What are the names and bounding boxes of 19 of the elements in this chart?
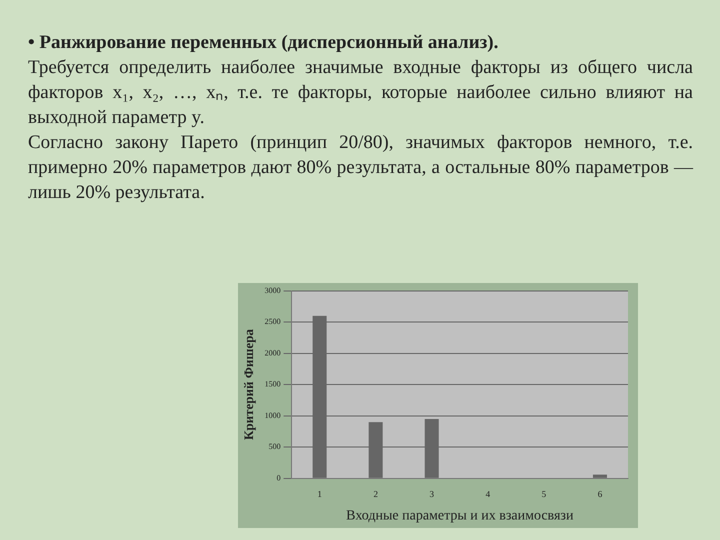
x-tick-label: 6 [598, 489, 603, 500]
chart-title: • Ранжирование переменных (дисперсионный анализ). [28, 31, 500, 55]
text: Согласно закону Парето (принцип 20/80), значимых факторов немного, т.е. примерно 20% параметров дают 80% результата, а остальные 80% параметров — лишь 20% результата. [28, 131, 693, 205]
x-tick-label: 4 [486, 489, 491, 500]
y-tick-label: 2500 [264, 317, 281, 326]
y-tick-label: 500 [268, 442, 281, 452]
y-tick-label: 0 [276, 473, 281, 482]
y-tick-label: 2000 [264, 348, 281, 358]
text: Требуется определить наиболее значимые входные факторы из общего числа факторов x₁, x₂, …, xₙ, т.е. те факторы, которые наиболее сильно влияют на выходной параметр y. [28, 56, 693, 130]
bar [592, 474, 607, 478]
y-axis-title: Критерий Фишера [241, 328, 256, 440]
x-tick-label: 2 [373, 489, 378, 500]
y-tick-label: 3000 [264, 286, 281, 295]
x-tick-label: 1 [317, 489, 322, 500]
y-tick-label: 1000 [264, 410, 281, 420]
y-tick-label: 1500 [264, 380, 281, 389]
x-tick-label: 3 [430, 489, 435, 500]
x-tick-label: 5 [542, 489, 547, 500]
x-axis-title: Входные параметры и их взаимосвязи [346, 508, 574, 524]
